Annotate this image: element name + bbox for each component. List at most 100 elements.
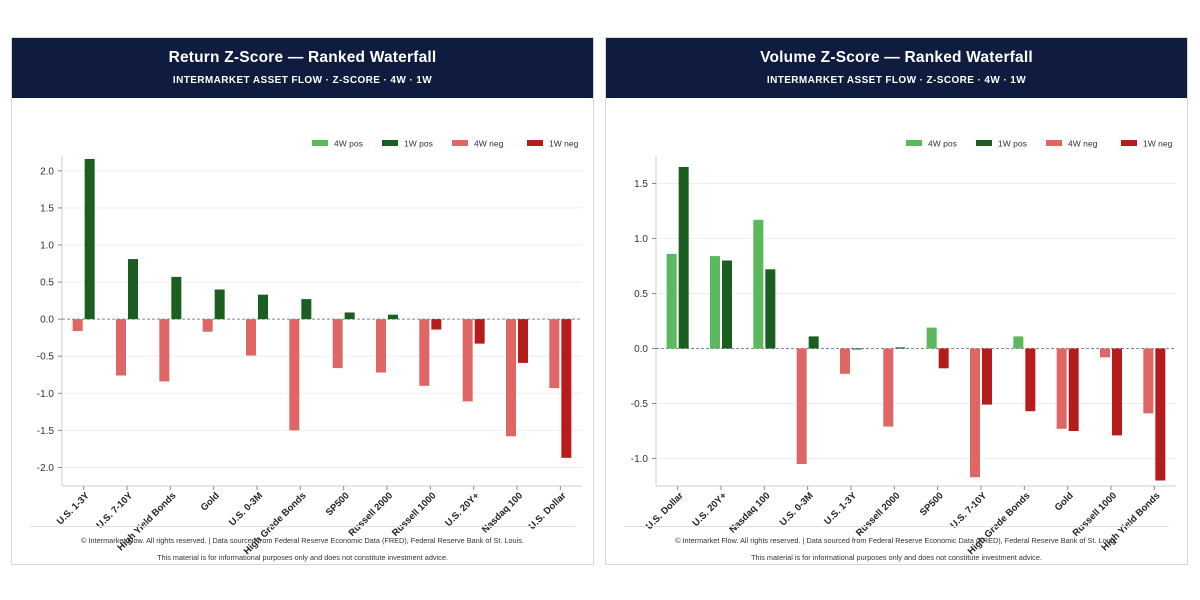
chart-title: Return Z-Score — Ranked Waterfall — [168, 49, 437, 66]
legend-label: 1W neg — [549, 139, 579, 149]
bar-1w — [431, 319, 442, 330]
bar-4w — [332, 319, 343, 369]
bar-4w — [376, 319, 386, 373]
bar-1w — [128, 259, 138, 320]
bar-1w — [1155, 348, 1166, 481]
legend-label: 4W neg — [1068, 139, 1098, 149]
legend-swatch — [976, 140, 992, 146]
y-tick-label: 0.0 — [40, 315, 54, 326]
legend-swatch — [1121, 140, 1137, 146]
legend-label: 1W pos — [404, 139, 433, 149]
x-tick-label: Gold — [1053, 490, 1076, 513]
legend-item: 1W pos — [976, 139, 1027, 149]
bar-4w — [549, 319, 560, 389]
y-tick-label: 1.5 — [40, 203, 54, 214]
chart-header: Volume Z-Score — Ranked Waterfall INTERM… — [606, 38, 1187, 98]
x-tick-label: U.S. 0-3M — [778, 490, 816, 528]
legend-swatch — [312, 140, 328, 146]
x-tick-label: U.S. 7-10Y — [948, 490, 989, 531]
bar-4w — [883, 348, 894, 427]
bar-4w — [72, 319, 83, 332]
chart-subtitle: INTERMARKET ASSET FLOW · Z-SCORE · 4W · … — [172, 75, 433, 86]
legend-swatch — [1046, 140, 1062, 146]
chart-footer: © Intermarket Flow. All rights reserved.… — [624, 526, 1169, 567]
bar-1w — [518, 319, 528, 363]
bar-4w — [710, 256, 720, 349]
y-tick-label: 2.0 — [40, 166, 54, 177]
legend-item: 4W pos — [312, 139, 363, 149]
legend-item: 1W neg — [527, 139, 579, 149]
bar-4w — [1056, 348, 1067, 429]
legend-label: 4W pos — [334, 139, 363, 149]
legend-label: 4W neg — [474, 139, 504, 149]
x-tick-label: U.S. 20Y+ — [443, 490, 482, 529]
bar-1w — [982, 348, 992, 405]
bar-1w — [808, 336, 819, 349]
y-tick-label: 1.5 — [634, 179, 648, 190]
bar-1w — [171, 276, 182, 320]
chart-subtitle: INTERMARKET ASSET FLOW · Z-SCORE · 4W · … — [766, 75, 1027, 86]
bar-1w — [938, 348, 949, 369]
bar-4w — [202, 319, 213, 332]
x-tick-label: U.S. 20Y+ — [691, 490, 730, 529]
bar-4w — [116, 319, 126, 376]
bar-1w — [388, 314, 398, 320]
chart-header: Return Z-Score — Ranked Waterfall INTERM… — [12, 38, 593, 98]
chart-title: Volume Z-Score — Ranked Waterfall — [760, 49, 1033, 66]
bar-1w — [301, 299, 312, 320]
bar-4w — [462, 319, 473, 402]
bar-4w — [289, 319, 300, 431]
bar-4w — [926, 327, 937, 349]
y-tick-label: -1.5 — [37, 426, 55, 437]
bar-1w — [214, 289, 225, 320]
y-tick-label: 1.0 — [634, 234, 648, 245]
bar-4w — [970, 348, 980, 478]
legend-swatch — [382, 140, 398, 146]
legend-swatch — [906, 140, 922, 146]
bar-1w — [678, 167, 689, 349]
bar-1w — [1025, 348, 1036, 412]
bar-4w — [666, 253, 677, 349]
legend-item: 1W pos — [382, 139, 433, 149]
legend-item: 4W pos — [906, 139, 957, 149]
bar-4w — [419, 319, 430, 386]
bar-4w — [840, 348, 850, 374]
bar-1w — [852, 348, 862, 350]
x-tick-label: SP500 — [918, 490, 946, 518]
legend-label: 1W pos — [998, 139, 1027, 149]
y-tick-label: -0.5 — [631, 399, 649, 410]
bar-4w — [753, 219, 764, 349]
return-zscore-chart: 2.0 1.5 1.0 0.5 0.0 -0.5 -1.0 -1.5 -2.0 U.S. 1-3Y… — [37, 139, 582, 557]
bar-4w — [246, 319, 256, 356]
bar-1w — [561, 319, 572, 458]
y-tick-label: -2.0 — [37, 463, 55, 474]
x-tick-label: U.S. 0-3M — [227, 490, 265, 528]
volume-zscore-panel: Volume Z-Score — Ranked Waterfall INTERM… — [605, 37, 1188, 565]
legend-item: 4W neg — [452, 139, 504, 149]
x-tick-label: Gold — [199, 490, 222, 513]
disclaimer-text: This material is for informational purpo… — [751, 553, 1042, 562]
x-tick-label: U.S. 1-3Y — [822, 490, 859, 527]
legend-label: 1W neg — [1143, 139, 1173, 149]
bar-4w — [1143, 348, 1154, 414]
return-zscore-panel: Return Z-Score — Ranked Waterfall INTERM… — [11, 37, 594, 565]
bar-4w — [1013, 336, 1024, 349]
x-tick-label: SP500 — [324, 490, 352, 518]
disclaimer-text: This material is for informational purpo… — [157, 553, 448, 562]
y-tick-label: -1.0 — [37, 389, 55, 400]
volume-zscore-chart: 1.51.00.50.0-0.5-1.0U.S. Dollar U.S. 20Y+… — [631, 139, 1176, 557]
x-tick-label: U.S. 7-10Y — [94, 490, 135, 531]
bar-1w — [84, 158, 95, 320]
bar-1w — [1112, 348, 1122, 436]
bar-1w — [895, 347, 906, 349]
bar-4w — [506, 319, 516, 437]
y-tick-label: -1.0 — [631, 454, 649, 465]
chart-footer: © Intermarket Flow. All rights reserved.… — [30, 526, 575, 567]
y-tick-label: -0.5 — [37, 352, 55, 363]
bar-4w — [159, 319, 170, 382]
bar-1w — [474, 319, 485, 344]
bar-1w — [258, 294, 268, 320]
bar-4w — [1100, 348, 1110, 358]
y-tick-label: 0.5 — [634, 289, 648, 300]
copyright-text: © Intermarket Flow. All rights reserved.… — [675, 536, 1118, 545]
